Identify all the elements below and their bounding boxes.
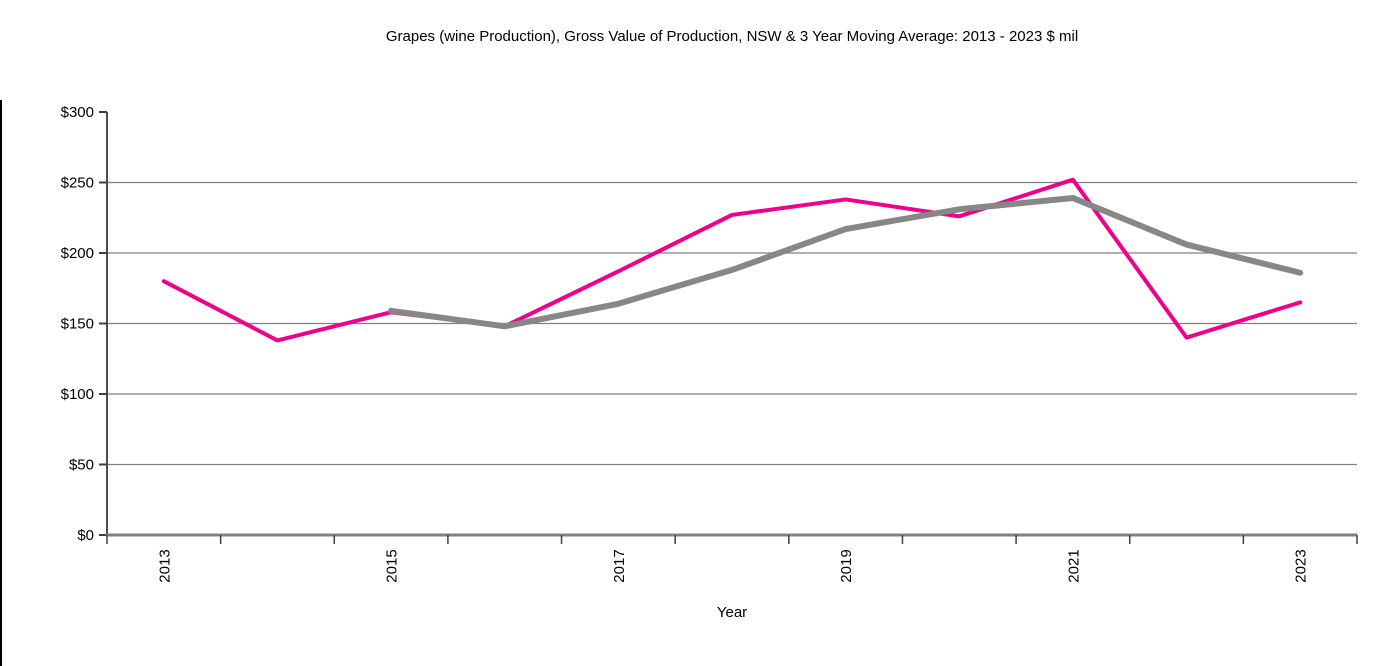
- y-tick-label: $300: [61, 104, 94, 121]
- series-line-gvp: [161, 177, 1303, 343]
- y-tick-label: $250: [61, 175, 94, 192]
- y-tick-label: $0: [77, 527, 94, 544]
- y-tick-label: $200: [61, 245, 94, 262]
- series-line-moving-average: [388, 195, 1304, 330]
- x-tick-label: 2015: [384, 549, 401, 582]
- x-tick-label: 2019: [838, 549, 855, 582]
- y-tick-label: $100: [61, 386, 94, 403]
- chart-title: Grapes (wine Production), Gross Value of…: [385, 28, 1079, 45]
- page-left-border-line: [0, 100, 2, 666]
- x-tick-label: 2023: [1293, 549, 1310, 582]
- x-tick-label: 2013: [156, 549, 173, 582]
- y-tick-label: $150: [61, 316, 94, 333]
- x-tick-label: 2017: [611, 549, 628, 582]
- y-tick-label: $50: [69, 457, 94, 474]
- x-axis-title: Year: [716, 604, 748, 621]
- x-tick-label: 2021: [1065, 549, 1082, 582]
